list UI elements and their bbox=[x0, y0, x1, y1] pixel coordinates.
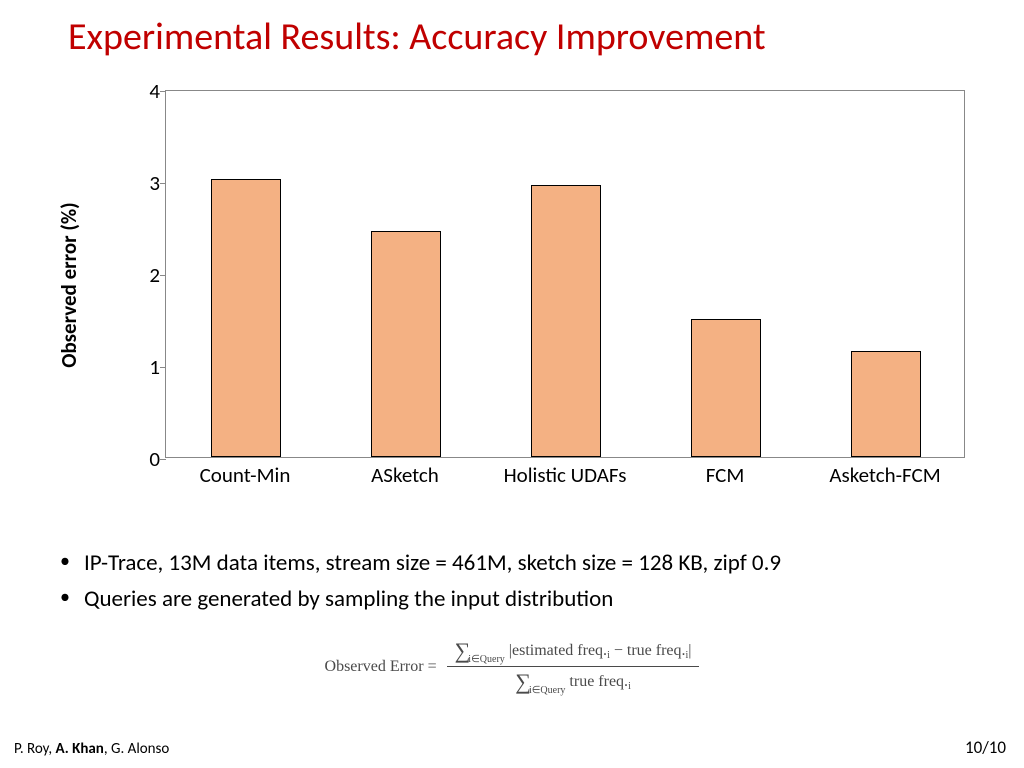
formula: Observed Error = ∑i∈Query |estimated fre… bbox=[0, 636, 1024, 697]
y-tick-mark bbox=[160, 91, 166, 92]
bar bbox=[371, 231, 441, 457]
bar bbox=[851, 351, 921, 457]
y-axis-label: Observed error (%) bbox=[56, 202, 82, 367]
sum-sub-den: i∈Query bbox=[529, 685, 565, 696]
author-bold: A. Khan bbox=[56, 740, 104, 758]
plot-area: 01234 bbox=[165, 90, 965, 458]
footer-page-number: 10/10 bbox=[965, 737, 1006, 758]
x-tick-label: Count-Min bbox=[200, 462, 291, 488]
bullet-list: IP-Trace, 13M data items, stream size = … bbox=[50, 546, 980, 617]
bar bbox=[691, 319, 761, 457]
x-axis-labels: Count-Min ASketch Holistic UDAFs FCM Asketch… bbox=[165, 462, 965, 492]
y-tick-label: 3 bbox=[122, 170, 160, 196]
formula-fraction: ∑i∈Query |estimated freq.i − true freq.i… bbox=[447, 636, 700, 697]
bars-container bbox=[166, 91, 964, 457]
x-tick-label: Asketch-FCM bbox=[829, 462, 940, 488]
y-tick-label: 0 bbox=[122, 446, 160, 472]
formula-denominator: ∑i∈Query true freq.i bbox=[447, 667, 700, 697]
author-pre: P. Roy, bbox=[14, 740, 56, 758]
y-tick-label: 2 bbox=[122, 262, 160, 288]
slide-title: Experimental Results: Accuracy Improveme… bbox=[0, 0, 1024, 60]
bar-chart: Observed error (%) 01234 Count-MinASketc… bbox=[95, 80, 975, 490]
y-tick-mark bbox=[160, 367, 166, 368]
bullet-item: Queries are generated by sampling the in… bbox=[50, 582, 980, 618]
sum-sub-num: i∈Query bbox=[468, 654, 504, 665]
author-post: , G. Alonso bbox=[104, 740, 169, 758]
y-tick-mark bbox=[160, 275, 166, 276]
y-tick-mark bbox=[160, 459, 166, 460]
x-tick-label: ASketch bbox=[371, 462, 439, 488]
y-tick-mark bbox=[160, 183, 166, 184]
y-tick-label: 1 bbox=[122, 354, 160, 380]
bullet-item: IP-Trace, 13M data items, stream size = … bbox=[50, 546, 980, 582]
x-tick-label: Holistic UDAFs bbox=[504, 462, 627, 488]
bar bbox=[531, 185, 601, 457]
y-tick-label: 4 bbox=[122, 78, 160, 104]
x-tick-label: FCM bbox=[706, 462, 745, 488]
bar bbox=[211, 179, 281, 457]
formula-lhs: Observed Error = bbox=[325, 658, 437, 676]
footer-authors: P. Roy, A. Khan, G. Alonso bbox=[14, 740, 169, 758]
formula-numerator: ∑i∈Query |estimated freq.i − true freq.i… bbox=[447, 636, 700, 667]
